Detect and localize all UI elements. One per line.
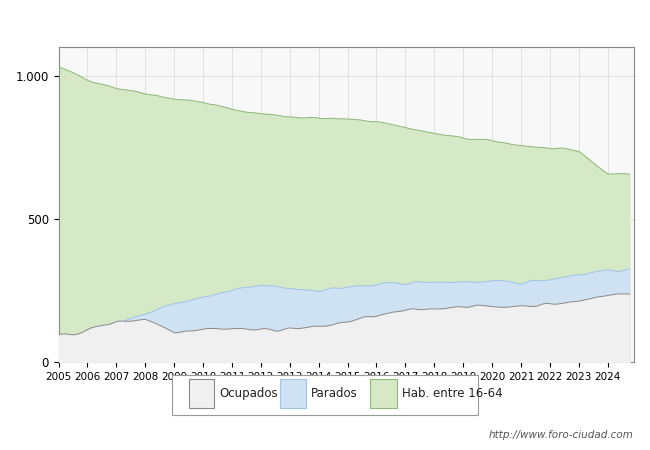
FancyBboxPatch shape: [280, 379, 306, 408]
FancyBboxPatch shape: [370, 379, 396, 408]
Text: Sabero - Evolucion de la poblacion en edad de Trabajar Septiembre de 2024: Sabero - Evolucion de la poblacion en ed…: [46, 14, 604, 29]
Text: Hab. entre 16-64: Hab. entre 16-64: [402, 387, 502, 400]
FancyBboxPatch shape: [172, 375, 478, 415]
FancyBboxPatch shape: [188, 379, 215, 408]
Text: foro-ciudad.com: foro-ciudad.com: [244, 208, 448, 233]
Text: Ocupados: Ocupados: [220, 387, 278, 400]
Text: http://www.foro-ciudad.com: http://www.foro-ciudad.com: [489, 430, 634, 441]
Text: Parados: Parados: [311, 387, 358, 400]
